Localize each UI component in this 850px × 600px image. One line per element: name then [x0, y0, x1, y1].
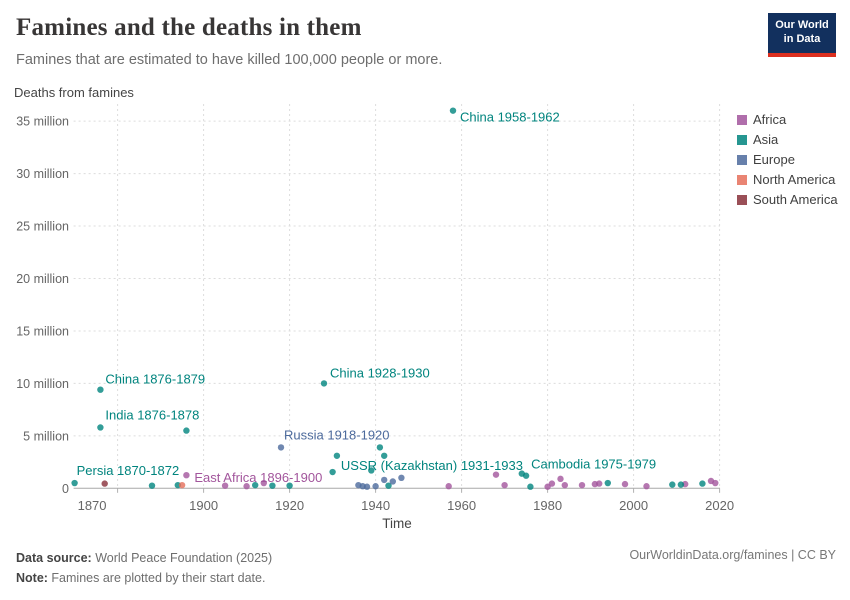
x-axis-label: Time — [382, 516, 412, 531]
legend-label: Europe — [753, 152, 795, 167]
x-tick-label: 2000 — [619, 498, 648, 513]
data-point-asia[interactable] — [71, 479, 78, 487]
data-point-africa[interactable] — [221, 482, 229, 489]
note-line: Note: Famines are plotted by their start… — [16, 571, 266, 585]
data-point-africa[interactable] — [183, 471, 190, 479]
data-point-asia[interactable] — [97, 386, 104, 393]
x-tick-label: 1870 — [78, 498, 107, 513]
data-point-africa[interactable] — [557, 475, 564, 483]
data-point-europe[interactable] — [372, 483, 379, 490]
legend-label: South America — [753, 192, 838, 207]
legend-label: Asia — [753, 132, 779, 147]
chart-subtitle: Famines that are estimated to have kille… — [16, 52, 443, 68]
data-point-asia[interactable] — [252, 481, 259, 489]
legend-label: Africa — [753, 112, 787, 127]
data-point-asia[interactable] — [699, 480, 706, 487]
owid-logo-text: Our World in Data — [775, 19, 829, 45]
x-tick-label: 1900 — [189, 498, 218, 513]
x-tick-label: 1980 — [533, 498, 562, 513]
legend-swatch-asia — [737, 134, 747, 145]
data-point-africa[interactable] — [712, 479, 719, 487]
data-point-asia[interactable] — [97, 424, 104, 431]
data-point-africa[interactable] — [621, 480, 629, 488]
data-point-asia[interactable] — [376, 444, 384, 451]
data-source-line: Data source: World Peace Foundation (202… — [16, 551, 273, 565]
data-point-asia[interactable] — [669, 481, 676, 488]
data-point-africa[interactable] — [561, 481, 568, 489]
point-annotation: Cambodia 1975-1979 — [531, 457, 656, 472]
y-tick-label: 25 million — [16, 220, 69, 234]
legend-item-asia[interactable]: Asia — [737, 132, 838, 147]
legend-label: North America — [753, 172, 836, 187]
data-point-asia[interactable] — [183, 427, 190, 434]
data-point-asia[interactable] — [333, 452, 341, 459]
point-annotation: China 1928-1930 — [330, 365, 430, 380]
legend-item-africa[interactable]: Africa — [737, 112, 838, 127]
y-axis-title: Deaths from famines — [14, 85, 134, 100]
legend-item-south-america[interactable]: South America — [737, 192, 838, 207]
y-tick-label: 5 million — [23, 429, 69, 443]
data-point-asia[interactable] — [269, 482, 276, 489]
legend: Africa Asia Europe North America South A… — [737, 112, 838, 212]
data-point-africa[interactable] — [492, 471, 500, 478]
x-tick-label: 2020 — [705, 498, 734, 513]
data-point-asia[interactable] — [286, 482, 293, 489]
data-point-asia[interactable] — [385, 482, 392, 489]
y-tick-label: 30 million — [16, 167, 69, 181]
footer-link[interactable]: OurWorldinData.org/famines | CC BY — [629, 548, 836, 562]
data-point-europe[interactable] — [381, 476, 388, 484]
data-point-europe[interactable] — [363, 483, 371, 490]
chart-title: Famines and the deaths in them — [16, 14, 362, 41]
data-point-africa[interactable] — [445, 483, 452, 490]
data-point-asia[interactable] — [329, 468, 336, 476]
data-point-africa[interactable] — [501, 481, 508, 489]
data-point-africa[interactable] — [596, 480, 603, 487]
legend-swatch-europe — [737, 154, 747, 165]
data-point-asia[interactable] — [604, 479, 611, 487]
point-annotation: China 1958-1962 — [460, 110, 560, 125]
data-point-asia[interactable] — [677, 481, 685, 488]
data-point-africa[interactable] — [243, 483, 250, 490]
legend-item-europe[interactable]: Europe — [737, 152, 838, 167]
legend-swatch-north-america — [737, 174, 747, 185]
point-annotation: Persia 1870-1872 — [77, 463, 180, 478]
data-point-asia[interactable] — [381, 452, 388, 459]
point-annotation: USSR (Kazakhstan) 1931-1933 — [341, 458, 523, 473]
x-tick-label: 1940 — [361, 498, 390, 513]
y-tick-label: 10 million — [16, 377, 69, 391]
data-point-africa[interactable] — [260, 479, 267, 487]
data-point-asia[interactable] — [449, 107, 457, 114]
owid-logo[interactable]: Our World in Data — [768, 13, 836, 57]
point-annotation: East Africa 1896-1900 — [194, 470, 322, 485]
data-point-europe[interactable] — [398, 474, 405, 482]
legend-swatch-africa — [737, 114, 747, 125]
y-tick-label: 15 million — [16, 324, 69, 338]
y-tick-label: 20 million — [16, 272, 69, 286]
x-tick-label: 1920 — [275, 498, 304, 513]
y-tick-label: 0 — [62, 482, 69, 496]
scatter-plot: 0 5 million 10 million 15 million 20 million… — [16, 104, 734, 531]
data-point-africa[interactable] — [548, 480, 556, 487]
data-point-north-america[interactable] — [178, 481, 186, 489]
x-tick-label: 1960 — [447, 498, 476, 513]
data-point-asia[interactable] — [368, 467, 375, 474]
legend-swatch-south-america — [737, 194, 747, 205]
data-point-europe[interactable] — [277, 444, 285, 451]
data-point-asia[interactable] — [522, 472, 530, 479]
data-point-asia[interactable] — [320, 380, 328, 387]
point-annotation: China 1876-1879 — [105, 372, 205, 387]
data-point-africa[interactable] — [643, 483, 650, 490]
point-annotation: India 1876-1878 — [105, 407, 199, 422]
footer-note: Data source: World Peace Foundation (202… — [16, 548, 272, 588]
data-point-africa[interactable] — [578, 481, 586, 489]
y-tick-label: 35 million — [16, 115, 69, 129]
data-point-asia[interactable] — [527, 483, 534, 490]
legend-item-north-america[interactable]: North America — [737, 172, 838, 187]
data-point-asia[interactable] — [148, 482, 156, 489]
data-point-europe[interactable] — [389, 478, 396, 485]
point-annotation: Russia 1918-1920 — [284, 427, 390, 442]
data-point-south-america[interactable] — [101, 480, 108, 487]
